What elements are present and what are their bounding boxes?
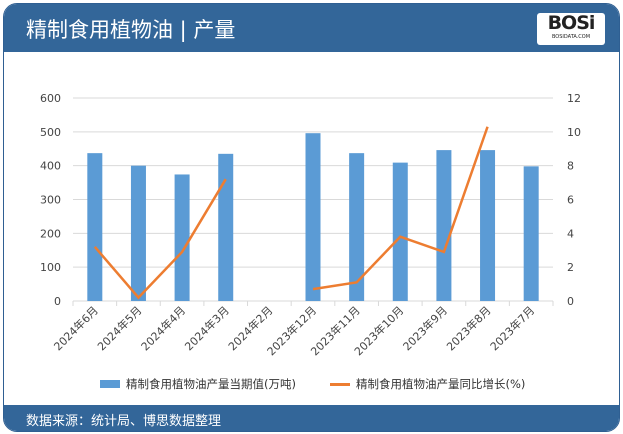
- y-right-tick-label: 12: [567, 92, 581, 105]
- legend-bar: 精制食用植物油产量当期值(万吨): [100, 376, 296, 392]
- footer: 数据来源：统计局、博思数据整理: [4, 405, 619, 431]
- page-title: 精制食用植物油 | 产量: [26, 18, 236, 42]
- data-source: 数据来源：统计局、博思数据整理: [26, 414, 222, 429]
- y-right-tick-label: 2: [567, 261, 574, 274]
- bar: [349, 153, 365, 301]
- x-tick-label: 2023年8月: [443, 303, 493, 353]
- x-tick-label: 2024年6月: [51, 303, 101, 353]
- y-left-tick-label: 200: [40, 227, 61, 240]
- line-segment: [312, 126, 489, 291]
- y-right-tick-label: 4: [567, 227, 574, 240]
- bar: [523, 166, 539, 301]
- y-left-tick-label: 600: [40, 92, 61, 105]
- y-right-tick-label: 0: [567, 295, 574, 308]
- x-tick-label: 2023年9月: [400, 303, 450, 353]
- y-left-tick-label: 100: [40, 261, 61, 274]
- y-left-tick-label: 0: [54, 295, 61, 308]
- bar: [218, 153, 234, 301]
- bar: [130, 165, 146, 301]
- legend-bar-swatch: [100, 380, 120, 388]
- x-tick-label: 2024年4月: [138, 303, 188, 353]
- bosi-logo: BOSi BOSIDATA.COM: [537, 13, 605, 45]
- y-left-tick-label: 500: [40, 126, 61, 139]
- legend-line: 精制食用植物油产量同比增长(%): [330, 376, 525, 392]
- x-tick-label: 2024年5月: [94, 303, 144, 353]
- bar: [392, 162, 408, 301]
- y-left-tick-label: 300: [40, 194, 61, 207]
- legend-line-swatch: [330, 382, 350, 386]
- line-segment: [93, 178, 227, 300]
- y-right-tick-label: 8: [567, 160, 574, 173]
- x-tick-label: 2023年7月: [487, 303, 537, 353]
- bar: [305, 133, 321, 301]
- bar: [174, 174, 190, 301]
- header: 精制食用植物油 | 产量 BOSi BOSIDATA.COM: [4, 4, 619, 52]
- legend-bar-label: 精制食用植物油产量当期值(万吨): [126, 377, 296, 391]
- y-right-tick-label: 10: [567, 126, 581, 139]
- y-right-tick-label: 6: [567, 194, 574, 207]
- legend-line-label: 精制食用植物油产量同比增长(%): [356, 377, 526, 391]
- bar: [480, 150, 496, 301]
- y-left-tick-label: 400: [40, 160, 61, 173]
- x-tick-label: 2024年3月: [182, 303, 232, 353]
- bar: [87, 153, 103, 301]
- bar: [436, 150, 452, 301]
